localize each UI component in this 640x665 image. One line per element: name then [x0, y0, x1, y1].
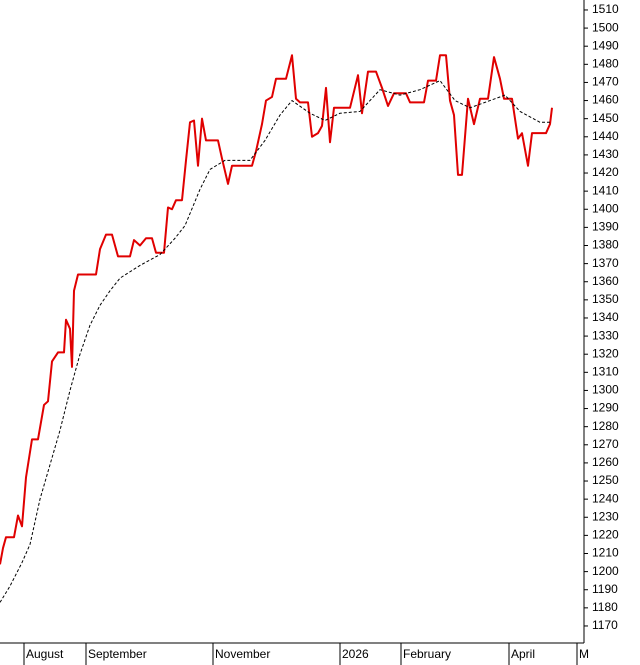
- y-tick-label: 1370: [592, 256, 619, 270]
- y-tick-label: 1350: [592, 292, 619, 306]
- x-tick-label: February: [403, 647, 451, 661]
- x-tick-label: April: [511, 647, 535, 661]
- y-tick-label: 1490: [592, 38, 619, 52]
- y-tick-label: 1230: [592, 509, 619, 523]
- y-tick-label: 1500: [592, 20, 619, 34]
- x-tick-label: November: [215, 647, 270, 661]
- y-tick-label: 1460: [592, 93, 619, 107]
- y-tick-label: 1330: [592, 328, 619, 342]
- y-tick-label: 1440: [592, 129, 619, 143]
- y-tick-label: 1180: [592, 600, 618, 614]
- y-tick-label: 1310: [592, 364, 619, 378]
- x-tick-label: M: [579, 647, 589, 661]
- price-line: [0, 80, 550, 603]
- y-tick-label: 1260: [592, 455, 619, 469]
- y-tick-label: 1340: [592, 310, 619, 324]
- y-tick-label: 1430: [592, 147, 619, 161]
- y-tick-label: 1270: [592, 437, 619, 451]
- y-tick-label: 1240: [592, 491, 619, 505]
- y-tick-label: 1220: [592, 528, 619, 542]
- y-tick-label: 1250: [592, 473, 619, 487]
- y-tick-label: 1400: [592, 201, 619, 215]
- x-tick-label: September: [88, 647, 147, 661]
- y-tick-label: 1470: [592, 75, 619, 89]
- y-tick-label: 1450: [592, 111, 619, 125]
- y-tick-label: 1380: [592, 238, 619, 252]
- y-tick-label: 1510: [592, 2, 619, 16]
- y-tick-label: 1360: [592, 274, 619, 288]
- y-tick-label: 1290: [592, 401, 619, 415]
- y-tick-label: 1300: [592, 383, 619, 397]
- x-tick-label: August: [26, 647, 64, 661]
- y-tick-label: 1390: [592, 220, 619, 234]
- y-tick-label: 1200: [592, 564, 619, 578]
- y-tick-label: 1280: [592, 419, 619, 433]
- y-tick-label: 1210: [592, 546, 619, 560]
- y-tick-label: 1320: [592, 346, 619, 360]
- x-tick-label: 2026: [342, 647, 369, 661]
- y-tick-label: 1420: [592, 165, 619, 179]
- y-tick-label: 1170: [592, 618, 618, 632]
- price-line: [0, 54, 553, 565]
- y-tick-label: 1410: [592, 183, 619, 197]
- y-tick-label: 1190: [592, 582, 618, 596]
- y-tick-label: 1480: [592, 56, 619, 70]
